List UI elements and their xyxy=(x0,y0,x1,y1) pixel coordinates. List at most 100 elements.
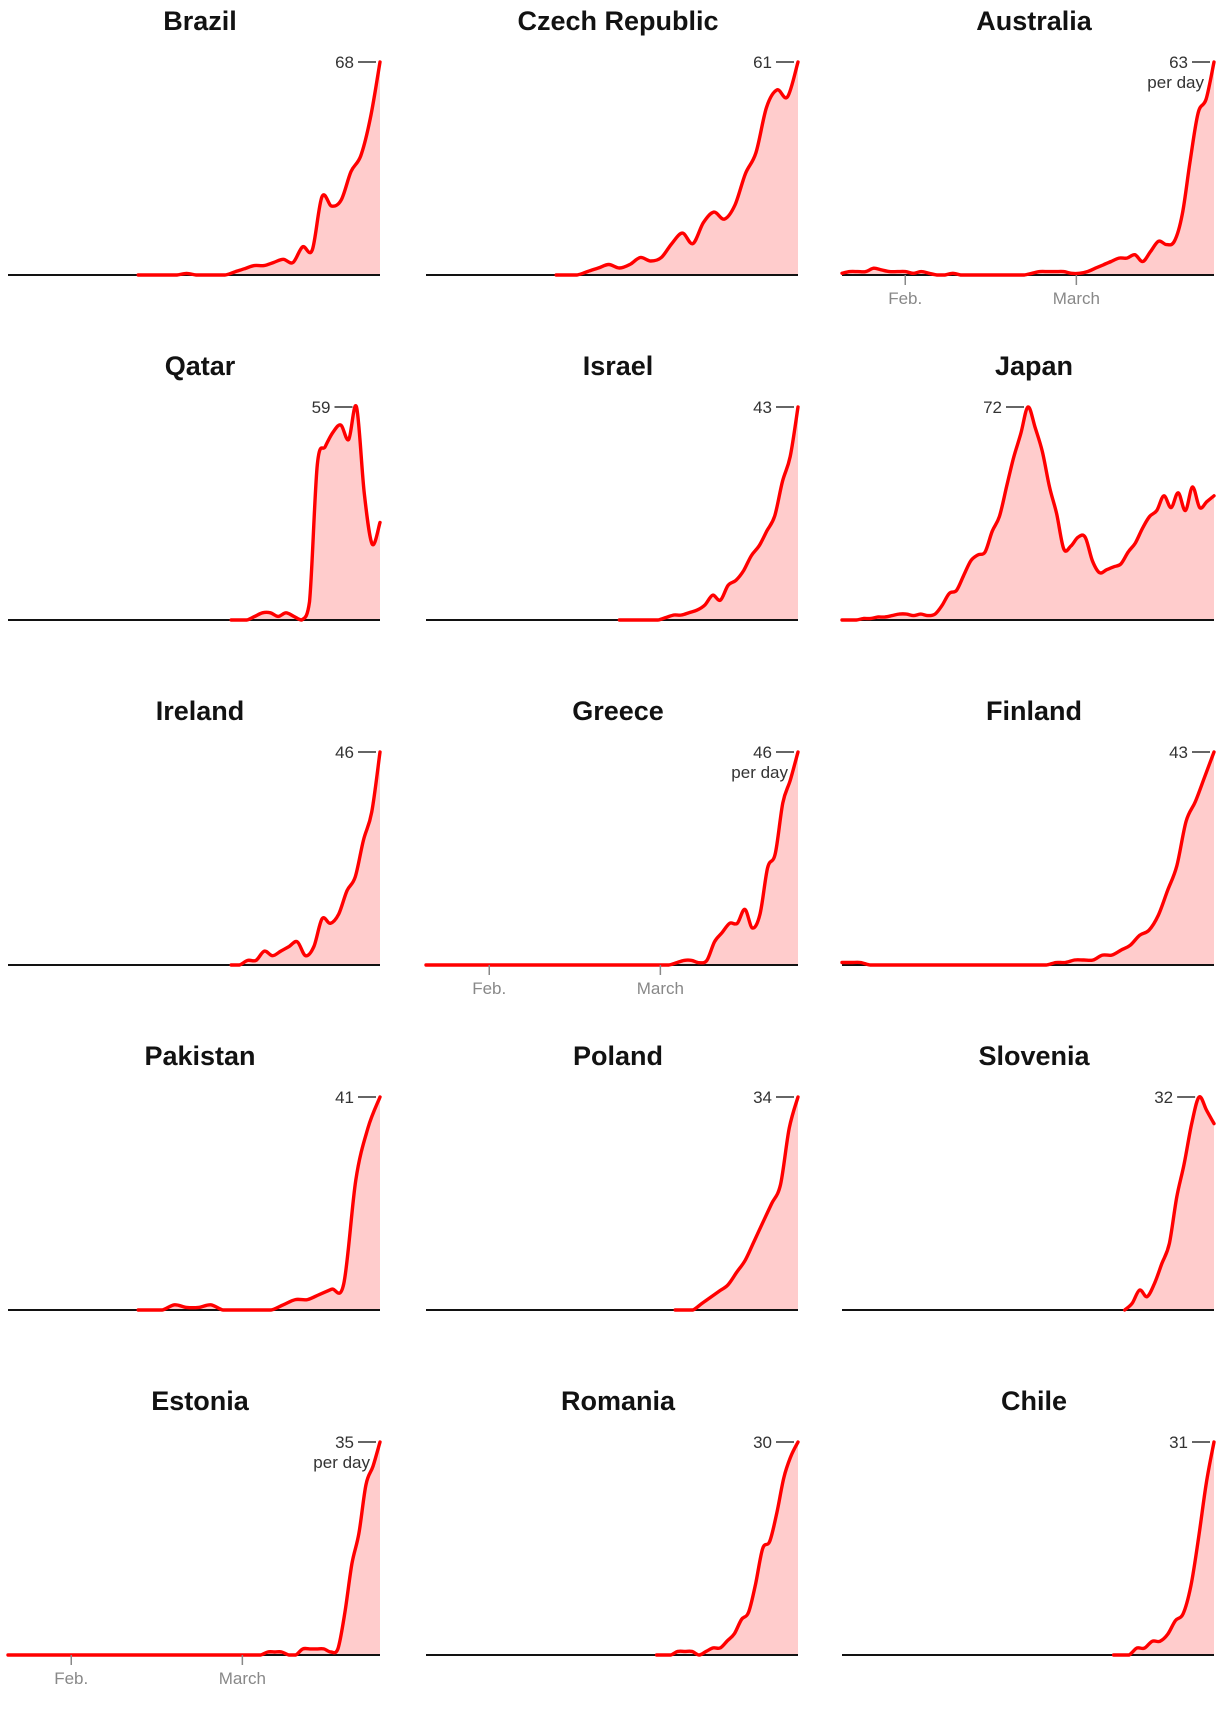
chart-svg-romania: Romania 30 xyxy=(426,1386,800,1657)
series-line xyxy=(840,405,1216,622)
per-day-label: per day xyxy=(313,1453,370,1472)
chart-title: Brazil xyxy=(163,6,237,36)
chart-panel-ireland: Ireland 46 xyxy=(8,690,408,1035)
series-area xyxy=(619,407,798,620)
peak-label: 72 xyxy=(983,398,1002,417)
series-area xyxy=(138,62,380,275)
series-area xyxy=(231,752,380,965)
chart-panel-poland: Poland 34 xyxy=(426,1035,826,1380)
march-tick-label: March xyxy=(1053,289,1100,308)
chart-panel-greece: Greece 46 per day Feb. March xyxy=(424,690,826,1035)
chart-panel-romania: Romania 30 xyxy=(426,1380,826,1725)
chart-title: Finland xyxy=(986,696,1082,726)
chart-panel-pakistan: Pakistan 41 xyxy=(8,1035,408,1380)
chart-svg-qatar: Qatar 59 xyxy=(8,351,382,622)
chart-title: Israel xyxy=(583,351,654,381)
peak-label: 32 xyxy=(1154,1088,1173,1107)
series-area xyxy=(1113,1442,1214,1655)
chart-title: Japan xyxy=(995,351,1073,381)
chart-panel-chile: Chile 31 xyxy=(842,1380,1222,1725)
series-area xyxy=(675,1097,798,1310)
chart-title: Qatar xyxy=(165,351,236,381)
peak-label: 31 xyxy=(1169,1433,1188,1452)
feb-tick-label: Feb. xyxy=(888,289,922,308)
series-area xyxy=(426,752,798,965)
series-area xyxy=(842,62,1214,275)
series-line xyxy=(1123,1095,1216,1312)
series-area xyxy=(138,1097,380,1310)
per-day-label: per day xyxy=(731,763,788,782)
chart-svg-finland: Finland 43 xyxy=(840,696,1216,967)
chart-title: Estonia xyxy=(151,1386,250,1416)
chart-title: Greece xyxy=(572,696,664,726)
chart-title: Poland xyxy=(573,1041,663,1071)
march-tick-label: March xyxy=(219,1669,266,1688)
series-line xyxy=(617,405,800,622)
chart-svg-pakistan: Pakistan 41 xyxy=(8,1041,382,1312)
peak-label: 46 xyxy=(753,743,772,762)
chart-panel-israel: Israel 43 xyxy=(426,345,826,690)
series-line xyxy=(1111,1440,1216,1657)
series-line xyxy=(840,750,1216,967)
chart-panel-brazil: Brazil 68 xyxy=(8,0,408,345)
chart-svg-japan: Japan 72 xyxy=(840,351,1216,622)
chart-panel-czech-republic: Czech Republic 61 xyxy=(426,0,826,345)
chart-panel-slovenia: Slovenia 32 xyxy=(842,1035,1222,1380)
series-line xyxy=(554,60,800,277)
chart-svg-israel: Israel 43 xyxy=(426,351,800,622)
series-area xyxy=(8,1442,380,1655)
chart-svg-ireland: Ireland 46 xyxy=(8,696,382,967)
peak-label: 35 xyxy=(335,1433,354,1452)
chart-title: Ireland xyxy=(156,696,245,726)
series-area xyxy=(842,752,1214,965)
chart-panel-qatar: Qatar 59 xyxy=(8,345,408,690)
chart-svg-czech-republic: Czech Republic 61 xyxy=(426,6,800,277)
peak-label: 59 xyxy=(312,398,331,417)
series-line xyxy=(673,1095,800,1312)
per-day-label: per day xyxy=(1147,73,1204,92)
series-line xyxy=(424,750,800,967)
series-line xyxy=(229,750,382,967)
chart-title: Slovenia xyxy=(978,1041,1090,1071)
series-area xyxy=(656,1442,798,1655)
series-line xyxy=(136,1095,382,1312)
series-line xyxy=(6,1440,382,1657)
chart-title: Czech Republic xyxy=(517,6,718,36)
chart-title: Romania xyxy=(561,1386,676,1416)
chart-svg-slovenia: Slovenia 32 xyxy=(842,1041,1216,1312)
series-area xyxy=(1124,1096,1214,1310)
peak-label: 30 xyxy=(753,1433,772,1452)
peak-label: 61 xyxy=(753,53,772,72)
feb-tick-label: Feb. xyxy=(472,979,506,998)
march-tick-label: March xyxy=(637,979,684,998)
peak-label: 41 xyxy=(335,1088,354,1107)
series-line xyxy=(654,1440,800,1657)
chart-panel-japan: Japan 72 xyxy=(840,345,1222,690)
peak-label: 46 xyxy=(335,743,354,762)
chart-svg-brazil: Brazil 68 xyxy=(8,6,382,277)
chart-panel-finland: Finland 43 xyxy=(840,690,1222,1035)
peak-label: 34 xyxy=(753,1088,772,1107)
peak-label: 43 xyxy=(753,398,772,417)
series-line xyxy=(840,60,1216,277)
chart-title: Pakistan xyxy=(144,1041,255,1071)
chart-title: Chile xyxy=(1001,1386,1067,1416)
chart-svg-chile: Chile 31 xyxy=(842,1386,1216,1657)
series-line xyxy=(136,60,382,277)
series-area xyxy=(556,62,798,275)
chart-title: Australia xyxy=(976,6,1093,36)
feb-tick-label: Feb. xyxy=(54,1669,88,1688)
series-line xyxy=(229,403,382,622)
peak-label: 63 xyxy=(1169,53,1188,72)
chart-svg-poland: Poland 34 xyxy=(426,1041,800,1312)
chart-panel-australia: Australia 63 per day Feb. March xyxy=(840,0,1222,345)
peak-label: 68 xyxy=(335,53,354,72)
chart-panel-estonia: Estonia 35 per day Feb. March xyxy=(6,1380,408,1725)
series-area xyxy=(842,406,1214,620)
series-area xyxy=(231,405,380,620)
peak-label: 43 xyxy=(1169,743,1188,762)
